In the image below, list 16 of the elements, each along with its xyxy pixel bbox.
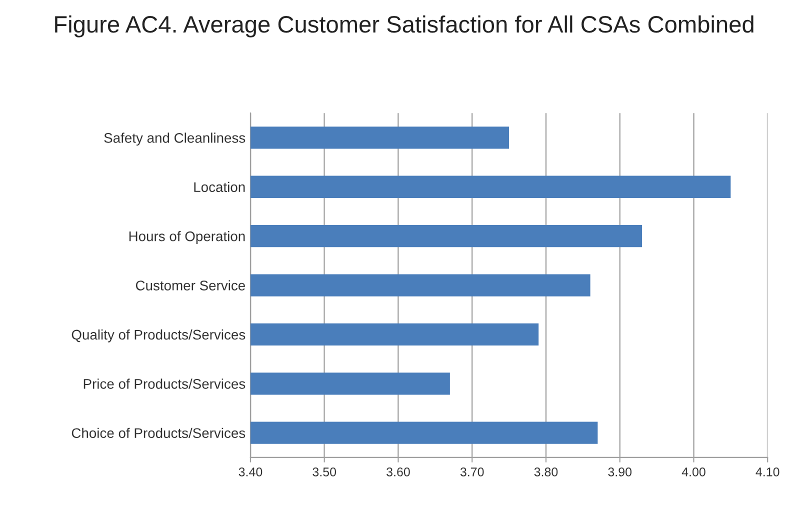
y-tick-label: Location	[194, 182, 245, 192]
y-tick-label: Price of Products/Services	[84, 378, 246, 389]
y-tick-label: Quality of Products/Services	[72, 329, 246, 342]
x-tick-label: 4.10	[756, 468, 780, 476]
x-tick-label: 3.90	[608, 468, 632, 476]
x-tick-label: 3.40	[238, 468, 262, 476]
x-tick-label: 3.60	[386, 468, 410, 476]
y-tick-label: Safety and Cleanliness	[104, 132, 246, 146]
y-tick-label: Hours of Operation	[129, 231, 245, 244]
x-tick-label: 4.00	[682, 468, 706, 476]
chart-title: Figure AC4. Average Customer Satisfaction for All CSAs Combined	[55, 15, 754, 38]
x-tick-label: 3.50	[312, 468, 336, 476]
y-tick-label: Customer Service	[136, 280, 246, 290]
x-tick-label: 3.80	[534, 468, 558, 476]
y-tick-label: Choice of Products/Services	[72, 428, 246, 438]
x-tick-label: 3.70	[460, 468, 484, 476]
